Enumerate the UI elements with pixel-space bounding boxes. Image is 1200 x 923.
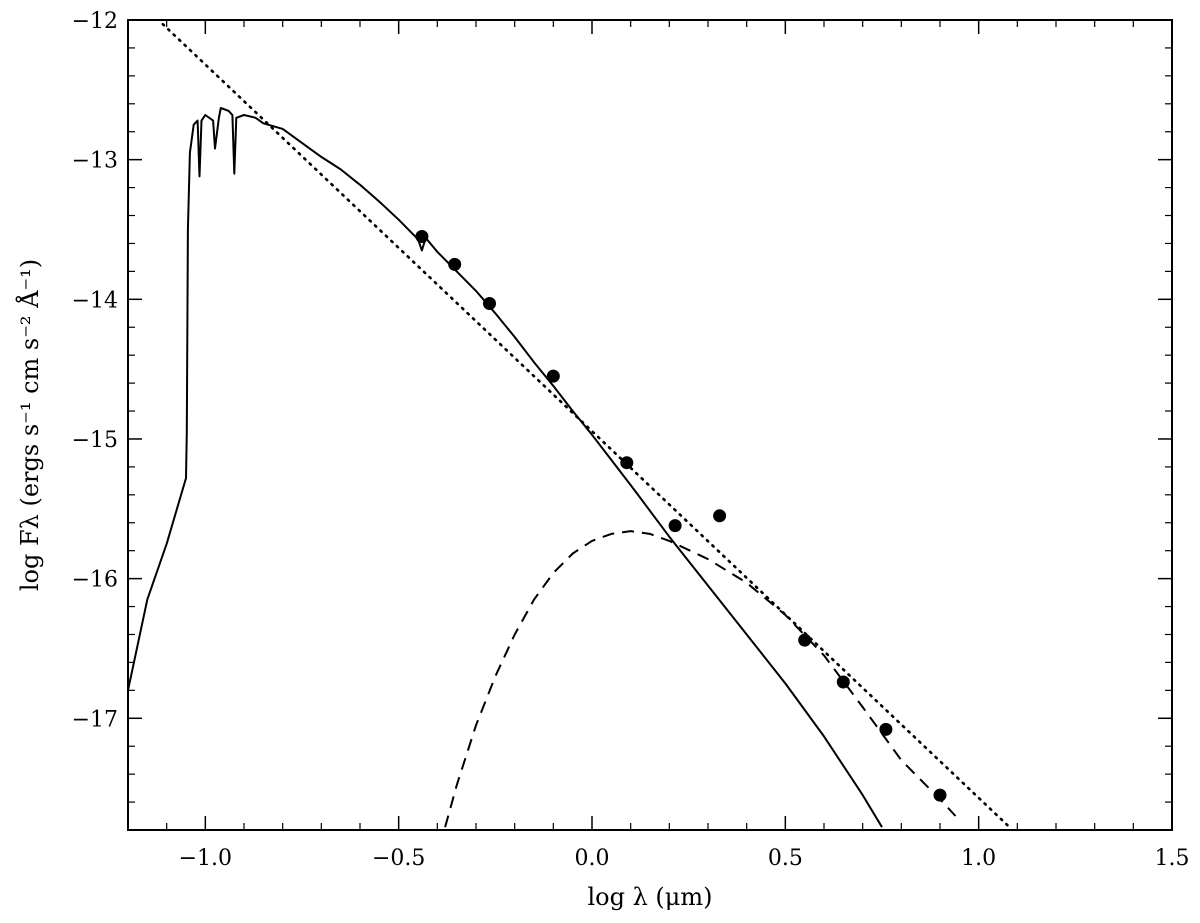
data-point: [836, 675, 850, 689]
x-tick-label: 0.0: [575, 846, 610, 871]
y-axis-label: log Fλ (ergs s⁻¹ cm s⁻² Å⁻¹): [15, 259, 44, 591]
y-tick-label: −17: [72, 707, 118, 732]
x-tick-label: −0.5: [372, 846, 425, 871]
x-tick-label: 0.5: [768, 846, 803, 871]
y-tick-label: −12: [72, 9, 118, 34]
x-tick-label: 1.0: [961, 846, 996, 871]
data-point: [448, 257, 462, 271]
data-point: [668, 519, 682, 533]
data-point: [546, 369, 560, 383]
x-tick-label: −1.0: [179, 846, 232, 871]
y-tick-label: −15: [72, 428, 118, 453]
data-point: [933, 788, 947, 802]
x-axis-label: log λ (μm): [587, 883, 712, 911]
data-point: [483, 297, 496, 310]
data-point: [798, 633, 812, 647]
series-line-dotted: [161, 22, 1011, 829]
data-point: [713, 509, 727, 523]
data-point: [415, 230, 429, 243]
y-tick-label: −16: [72, 568, 118, 593]
data-point: [879, 722, 893, 736]
series-line-dashed: [444, 530, 957, 828]
plot-frame: [127, 19, 1173, 831]
data-point: [620, 456, 634, 470]
y-tick-label: −13: [72, 149, 118, 174]
y-tick-label: −14: [72, 288, 118, 313]
x-tick-label: 1.5: [1155, 846, 1190, 871]
series-line-solid: [128, 107, 883, 828]
